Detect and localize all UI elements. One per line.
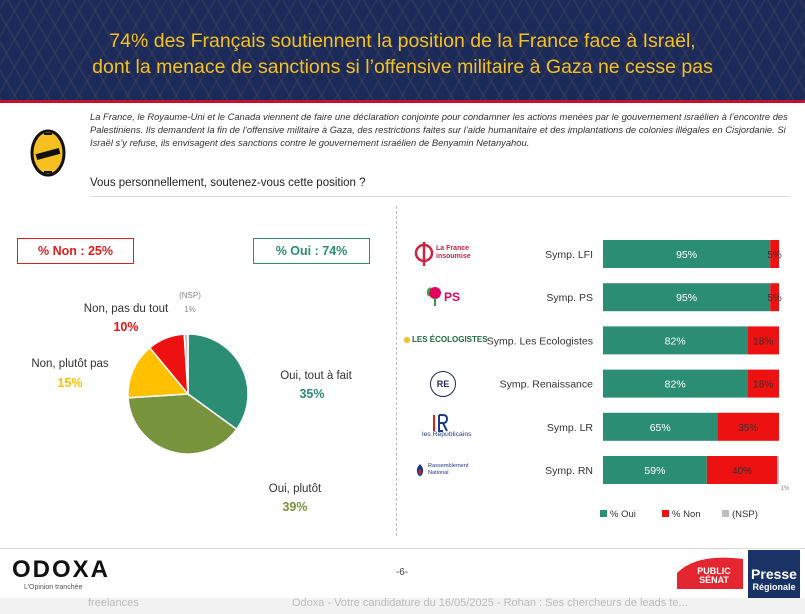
page-number: -6- (395, 567, 409, 578)
flame-icon (416, 464, 424, 476)
bar-category-label: Symp. PS (546, 292, 593, 304)
bar-oui (603, 326, 748, 355)
bar-non (706, 456, 778, 484)
pie-slice-0 (187, 333, 249, 431)
bar-category-label: Symp. LR (547, 422, 594, 434)
lfi-logo-text: La France insoumise (436, 245, 471, 260)
question-text: Vous personnellement, soutenez-vous cett… (90, 177, 366, 189)
bar-non-label: 18% (753, 336, 773, 347)
bar-non-label: 18% (753, 380, 773, 391)
bottom-strip-middle: Odoxa - Votre candidature du 16/05/2025 … (292, 598, 688, 609)
ecologistes-dots-icon (404, 337, 410, 343)
summary-non-box: % Non : 25% (17, 238, 134, 264)
bar-oui (603, 456, 707, 484)
bar-non (747, 326, 779, 355)
header-banner: 74% des Français soutiennent la position… (0, 0, 805, 100)
legend-label: % Non (672, 509, 701, 520)
lr-mark-icon (433, 414, 448, 432)
rn-logo-text: Rassemblement National (428, 463, 469, 476)
pie-label-non-plutot-pas: Non, plutôt pas (31, 358, 109, 370)
ps-logo: PS (424, 284, 464, 310)
bar-oui-label: 95% (676, 249, 697, 261)
bar-oui-label: 65% (650, 422, 671, 434)
bottom-strip-left: freelances (88, 598, 139, 609)
pie-slice-1 (127, 393, 238, 455)
presse-text: Presse (751, 566, 797, 582)
pie-value-non-pas-du-tout: 10% (113, 320, 139, 334)
bar-nsp (777, 456, 779, 484)
lr-logo-text: les Républicains (422, 431, 472, 438)
bar-non-label: 35% (738, 423, 758, 434)
renaissance-logo-text: RE (436, 379, 450, 389)
bar-oui (603, 240, 771, 268)
pie-label-nsp: (NSP) (179, 291, 201, 300)
intro-text: La France, le Royaume-Uni et le Canada v… (90, 111, 788, 148)
odoxa-logo: ODOXA (12, 556, 111, 583)
bar-category-label: Symp. RN (545, 465, 593, 477)
header-separator (0, 100, 805, 103)
bar-oui (603, 369, 748, 398)
pie-value-oui-plutot: 39% (282, 500, 308, 514)
title-line-1: 74% des Français soutiennent la position… (109, 30, 696, 52)
bottom-strip: freelances Odoxa - Votre candidature du … (0, 598, 805, 614)
footer-separator (0, 548, 805, 549)
legend-swatch (722, 510, 729, 517)
bar-category-label: Symp. Les Ecologistes (487, 335, 593, 347)
page-title: 74% des Français soutiennent la position… (0, 28, 805, 80)
pie-slice-4 (183, 333, 189, 395)
bar-non (717, 412, 779, 441)
odoxa-tagline: L’Opinion tranchée (24, 584, 83, 591)
public-senat-shape (677, 557, 743, 589)
coin-icon (30, 129, 66, 177)
ps-logo-text: PS (444, 290, 461, 304)
summary-oui-box: % Oui : 74% (253, 238, 370, 264)
pie-value-non-plutot-pas: 15% (57, 376, 83, 390)
pie-slice-2 (127, 346, 190, 399)
pie-value-nsp: 1% (184, 305, 196, 314)
legend-label: (NSP) (732, 509, 758, 520)
ecologistes-logo: LES ÉCOLOGISTES (404, 334, 488, 350)
bar-category-label: Symp. Renaissance (500, 379, 594, 391)
bar-oui-label: 95% (676, 292, 697, 304)
regionale-text: Régionale (752, 582, 796, 592)
pie-label-non-pas-du-tout: Non, pas du tout (83, 303, 169, 315)
rn-logo: Rassemblement National (414, 462, 480, 478)
bar-oui-label: 82% (665, 379, 686, 391)
pie-label-oui-tout-a-fait: Oui, tout à fait (280, 370, 352, 382)
phi-icon (414, 242, 434, 266)
bar-oui-label: 59% (644, 465, 665, 477)
title-line-2: dont la menace de sanctions si l’offensi… (92, 56, 713, 78)
bar-oui (603, 283, 771, 312)
header-pattern (0, 0, 805, 100)
bar-category-label: Symp. LFI (545, 249, 593, 261)
public-senat-text: PUBLIC SÉNAT (697, 566, 731, 585)
pie-value-oui-tout-a-fait: 35% (299, 387, 325, 401)
ecologistes-logo-text: LES ÉCOLOGISTES (412, 335, 488, 344)
bar-non-label: 5% (767, 293, 782, 304)
panel-divider (396, 206, 397, 536)
legend-swatch (662, 510, 669, 517)
bar-non-label: 40% (732, 466, 752, 477)
renaissance-logo: RE (430, 371, 456, 397)
bar-non (770, 240, 779, 268)
rose-icon (426, 287, 441, 306)
public-senat-logo: PUBLIC SÉNAT (677, 553, 743, 589)
pie-label-oui-plutot: Oui, plutôt (268, 483, 322, 495)
bar-non (770, 283, 779, 312)
bar-non (747, 369, 779, 398)
bar-nsp-label: 1% (781, 486, 790, 492)
presse-regionale-logo: Presse Régionale (748, 550, 800, 598)
question-separator (90, 196, 790, 197)
legend-label: % Oui (610, 509, 636, 520)
bar-oui (603, 412, 718, 441)
bar-non-label: 5% (767, 250, 782, 261)
lfi-logo: La France insoumise (414, 240, 480, 268)
bar-oui-label: 82% (665, 335, 686, 347)
lr-logo: les Républicains (418, 414, 478, 446)
legend-swatch (600, 510, 607, 517)
